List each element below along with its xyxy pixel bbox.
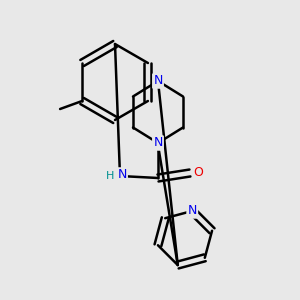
Text: N: N — [188, 205, 197, 218]
Text: N: N — [153, 136, 163, 149]
Text: O: O — [193, 167, 203, 179]
Text: N: N — [117, 169, 127, 182]
Text: H: H — [106, 171, 114, 181]
Text: N: N — [153, 74, 163, 88]
